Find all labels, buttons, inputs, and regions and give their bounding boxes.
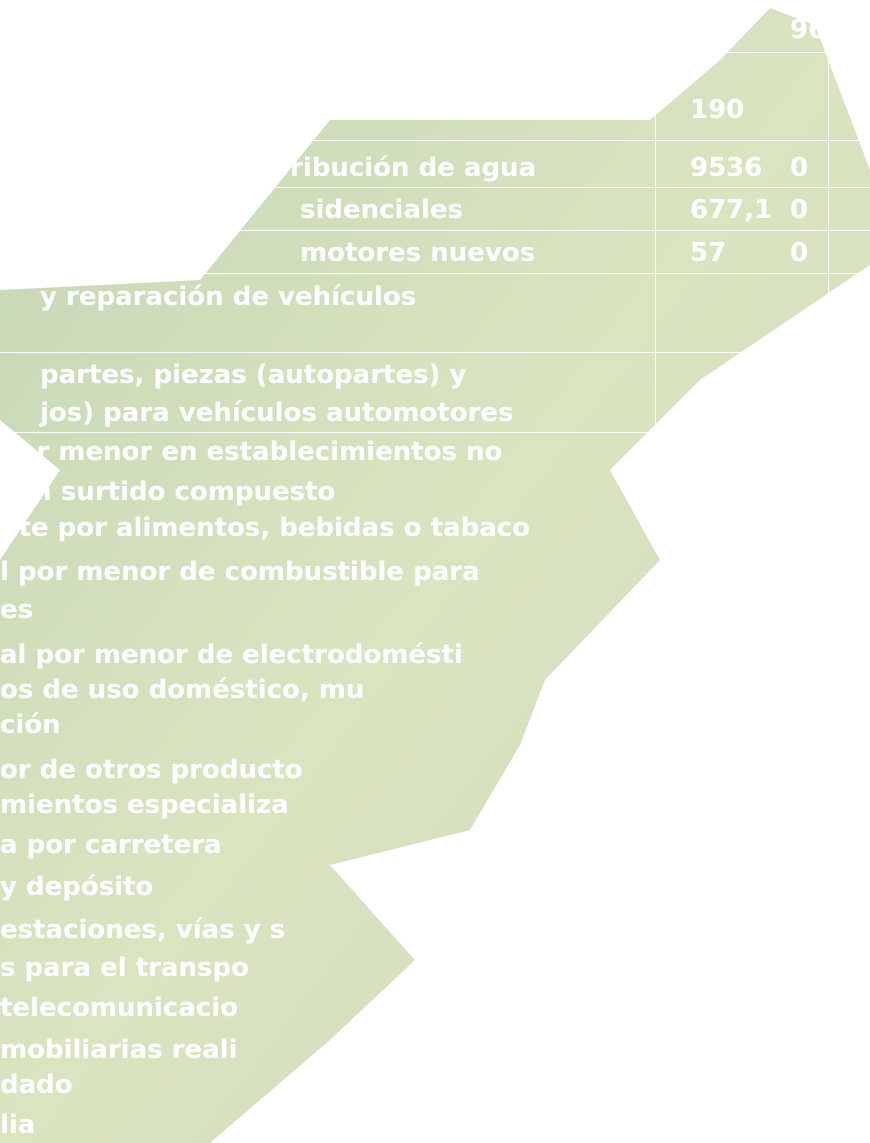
table-cell: 9536 — [690, 153, 763, 183]
table-cell: l por menor de combustible para — [0, 557, 480, 587]
table-cell: 57 — [690, 238, 727, 268]
table-cell: por menor en establecimientos no — [0, 437, 503, 467]
table-cell: es — [0, 595, 34, 625]
table-cell: al por menor de electrodomésti — [0, 640, 463, 670]
table-cell: or de otros producto — [0, 755, 303, 785]
table-cell: 0 — [790, 195, 809, 225]
table-cell: estaciones, vías y s — [0, 915, 286, 945]
table-cell: 96 — [790, 15, 827, 45]
table-cell: jos) para vehículos automotores — [40, 398, 514, 428]
row-border — [0, 273, 870, 274]
table-cell: telecomunicacio — [0, 993, 239, 1023]
table-cell: con surtido compuesto — [0, 477, 336, 507]
row-border — [0, 352, 870, 353]
row-border — [0, 432, 870, 433]
table-cell: ción — [0, 710, 61, 740]
table-cell: y depósito — [0, 872, 154, 902]
table-cell: s para el transpo — [0, 953, 249, 983]
table-cell: 190 — [690, 95, 745, 125]
table-cell: partes, piezas (autopartes) y — [40, 360, 467, 390]
row-border — [0, 230, 870, 231]
column-border — [655, 60, 656, 430]
table-cell: mobiliarias reali — [0, 1035, 238, 1065]
table-cell: nte por alimentos, bebidas o tabaco — [0, 513, 531, 543]
table-cell: 0 — [790, 238, 809, 268]
table-cell: ribución de agua — [290, 153, 537, 183]
table-cell: y reparación de vehículos — [40, 282, 417, 312]
table-cell: a por carretera — [0, 830, 222, 860]
table-cell: 0 — [790, 153, 809, 183]
table-cell: motores nuevos — [300, 238, 536, 268]
table-cell: os de uso doméstico, mu — [0, 675, 365, 705]
table-cell: mientos especializa — [0, 790, 289, 820]
row-border — [0, 52, 870, 53]
row-border — [0, 187, 870, 188]
column-border — [828, 0, 829, 300]
table-cell: lia — [0, 1110, 36, 1140]
table-cell: dado — [0, 1070, 73, 1100]
row-border — [0, 140, 870, 141]
table-cell: 677,1 — [690, 195, 773, 225]
table-cell: sidenciales — [300, 195, 464, 225]
